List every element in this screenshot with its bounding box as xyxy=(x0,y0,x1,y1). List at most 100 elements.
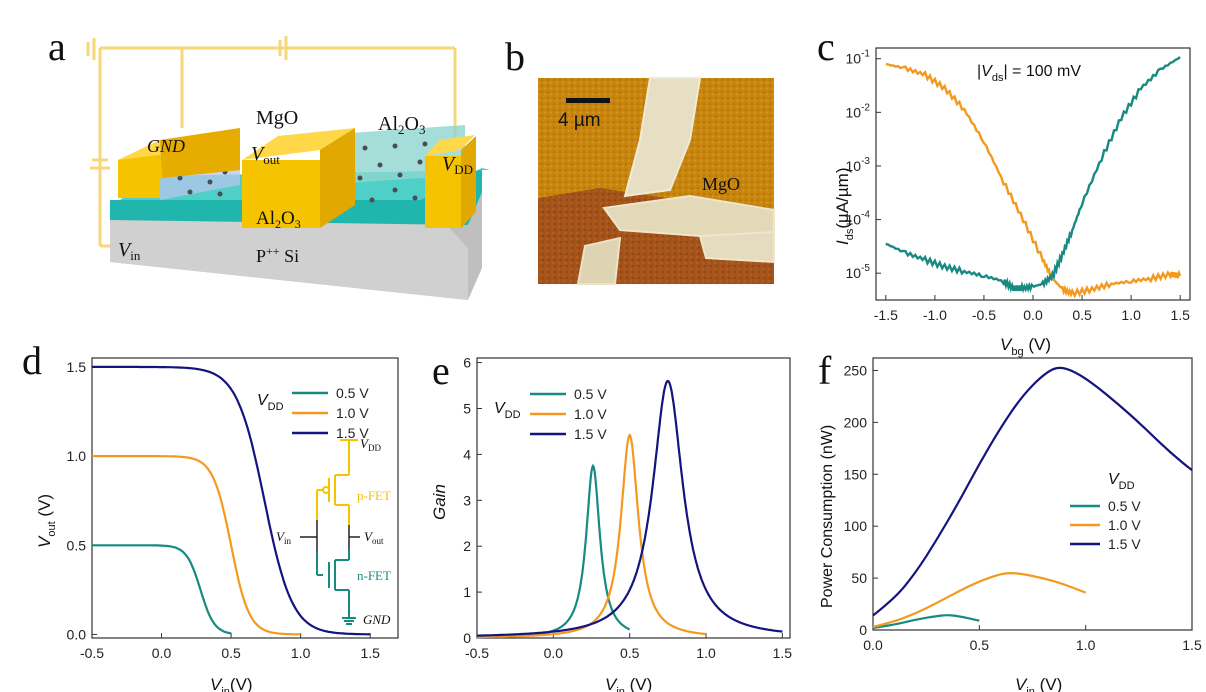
legend-label: 0.5 V xyxy=(336,385,369,401)
legend-label: 1.0 V xyxy=(336,405,369,421)
y-tick-label: 1 xyxy=(463,584,471,600)
chart-c: -1.5 -1.0 -0.5 0.0 0.5 1.0 1.5 10-1 10-2 10-3 10-4… xyxy=(833,47,1191,358)
substrate-label: P++ Si xyxy=(256,244,299,266)
legend-title: VDD xyxy=(1108,471,1135,492)
x-tick-label: 1.5 xyxy=(1182,637,1202,653)
x-tick-label: 0.0 xyxy=(1023,307,1043,323)
x-tick-label: 0.5 xyxy=(620,645,640,661)
series-line-1.5 V xyxy=(92,365,371,636)
legend-label: 1.0 V xyxy=(1108,517,1141,533)
plot-frame xyxy=(91,357,399,639)
nfet-label: n-FET xyxy=(357,568,391,583)
y-axis-label: Gain xyxy=(430,484,449,520)
legend-title: VDD xyxy=(257,392,284,413)
inset-gnd-label: GND xyxy=(363,612,391,627)
x-tick-label: 1.5 xyxy=(360,645,380,661)
y-tick-label: 5 xyxy=(463,400,471,416)
series-line-0.5 V xyxy=(477,463,631,639)
x-tick-label: 0.0 xyxy=(152,645,172,661)
x-tick-label: 1.5 xyxy=(773,645,793,661)
series-line-1.5 V xyxy=(872,366,1193,617)
gnd-label: GND xyxy=(147,136,185,156)
legend-label: 1.5 V xyxy=(574,426,607,442)
y-tick-label: 0.0 xyxy=(67,626,87,642)
al2o3-bottom-label: Al2O3 xyxy=(256,208,301,231)
battery-icon xyxy=(86,36,288,170)
circuit-wires xyxy=(98,46,457,248)
series-line-0.5 V xyxy=(872,614,980,629)
y-tick-label: 4 xyxy=(463,446,471,462)
plot-frame xyxy=(476,357,791,639)
electrode-vout xyxy=(242,128,355,228)
inset-vin-label: Vin xyxy=(276,529,291,546)
y-tick-label: 3 xyxy=(463,492,471,508)
x-tick-label: -0.5 xyxy=(465,645,489,661)
inverter-wires xyxy=(300,520,360,552)
series-line-n-type xyxy=(885,56,1181,294)
series-line-1.0 V xyxy=(872,572,1087,628)
panel-e: e -0.5 0.0 0.5 1.0 1.5 0 1 2 3 4 5 6 VDD 0.5 V 1.0 V 1.… xyxy=(430,348,792,692)
y-tick-label: 150 xyxy=(844,466,868,482)
y-tick-label: 50 xyxy=(851,570,867,586)
micrograph-image xyxy=(538,77,775,285)
x-tick-label: 1.0 xyxy=(291,645,311,661)
x-axis-label: Vin (V) xyxy=(1015,675,1062,692)
vin-label: Vin xyxy=(118,239,141,263)
x-tick-label: -1.0 xyxy=(923,307,947,323)
y-tick-label: 200 xyxy=(844,414,868,430)
x-tick-label: 1.0 xyxy=(696,645,716,661)
x-tick-label: 1.5 xyxy=(1170,307,1190,323)
panel-label-c: c xyxy=(817,24,835,69)
panel-label-a: a xyxy=(48,24,66,69)
panel-label-b: b xyxy=(505,34,525,79)
al2o3-top-label: Al2O3 xyxy=(378,113,425,137)
electrode-gnd xyxy=(118,128,240,198)
inset-vdd-label: VDD xyxy=(360,436,381,453)
micrograph-mgo-label: MgO xyxy=(702,174,740,194)
legend-label: 1.0 V xyxy=(574,406,607,422)
nfet-symbol xyxy=(316,550,356,625)
y-tick-label: 250 xyxy=(844,362,868,378)
x-axis-label: Vin(V) xyxy=(210,675,253,692)
series-line-1.5 V xyxy=(476,379,783,637)
legend-label: 1.5 V xyxy=(336,425,369,441)
panel-label-f: f xyxy=(818,348,832,393)
x-axis-label: Vin (V) xyxy=(605,675,652,692)
y-tick-label: 2 xyxy=(463,538,471,554)
series-line-p-type xyxy=(885,62,1182,299)
y-tick-label: 1.5 xyxy=(67,359,87,375)
vout-label: Vout xyxy=(251,143,280,167)
x-tick-label: 0.5 xyxy=(970,637,990,653)
scale-label: 4 µm xyxy=(558,110,601,131)
vdd-label: VDD xyxy=(442,153,473,177)
y-tick-label: 0 xyxy=(463,630,471,646)
x-tick-label: 0.0 xyxy=(863,637,883,653)
x-axis-label: Vbg (V) xyxy=(1000,335,1051,358)
panel-b: b 4 µm MgO xyxy=(505,34,775,285)
legend-label: 1.5 V xyxy=(1108,536,1141,552)
y-axis-label: Power Consumption (nW) xyxy=(819,425,836,608)
y-tick-label: 100 xyxy=(844,518,868,534)
legend-label: 0.5 V xyxy=(574,386,607,402)
electrode-vdd xyxy=(425,135,476,228)
x-tick-label: 1.0 xyxy=(1076,637,1096,653)
panel-a: a xyxy=(48,24,490,300)
panel-label-d: d xyxy=(22,338,42,383)
series-line-0.5 V xyxy=(92,544,232,635)
series-line-1.0 V xyxy=(92,455,301,636)
x-tick-label: 1.0 xyxy=(1121,307,1141,323)
panel-d: d -0.5 0.0 0.5 1.0 1.5 0.0 0.5 1.0 1.5 VDD 0.5 V 1.… xyxy=(22,338,399,692)
inverter-inset: VDD p-FET Vin Vout n-FET GND xyxy=(276,436,391,627)
scale-bar xyxy=(566,98,610,103)
y-tick-label: 1.0 xyxy=(67,448,87,464)
x-tick-label: 0.5 xyxy=(221,645,241,661)
y-tick-label: 0 xyxy=(859,622,867,638)
chart-e: -0.5 0.0 0.5 1.0 1.5 0 1 2 3 4 5 6 VDD 0.5 V 1.0 V 1.5 … xyxy=(430,355,792,692)
y-tick-label: 10-1 xyxy=(846,49,871,67)
y-tick-label: 0.5 xyxy=(67,537,87,553)
x-tick-label: -1.5 xyxy=(874,307,898,323)
x-tick-label: -0.5 xyxy=(972,307,996,323)
panel-c: c -1.5 -1.0 -0.5 0.0 0.5 1.0 1.5 10-1 10-2 10-3 10… xyxy=(817,24,1191,358)
x-tick-label: 0.5 xyxy=(1072,307,1092,323)
